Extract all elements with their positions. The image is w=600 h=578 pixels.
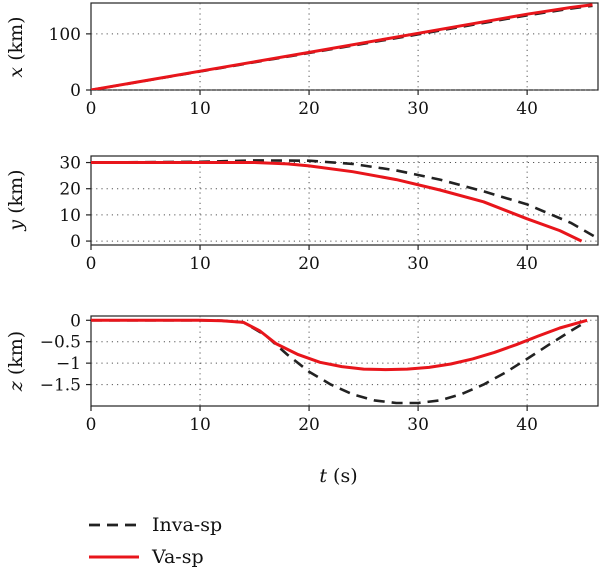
- x-plot-frame: [90, 2, 599, 91]
- z-xtick-label: 10: [189, 415, 211, 435]
- z-ytick-label: 0: [70, 311, 81, 331]
- legend-label-inva-sp: Inva-sp: [152, 514, 222, 536]
- y-xtick-label: 20: [298, 254, 320, 274]
- z-xtick-label: 40: [516, 415, 538, 435]
- x-xtick-label: 0: [86, 99, 97, 119]
- x-ytick-label: 0: [70, 81, 81, 101]
- y-series-inva-sp: [91, 159, 598, 240]
- z-ytick-label: −1: [56, 354, 81, 374]
- z-ytick-label: −0.5: [40, 333, 81, 353]
- x-panel: 0 10 20 30 40 0 100 x (km): [5, 2, 599, 119]
- y-axis-label: y (km): [5, 169, 27, 231]
- z-axis-label: z (km): [5, 331, 27, 392]
- y-xtick-label: 30: [407, 254, 429, 274]
- y-plot-frame: [90, 155, 599, 246]
- y-ytick-label: 20: [59, 180, 81, 200]
- t-axis-label: t (s): [319, 465, 357, 487]
- z-plot-frame: [90, 315, 599, 407]
- y-xtick-label: 0: [86, 254, 97, 274]
- y-series-va-sp: [91, 161, 583, 243]
- z-series-va-sp: [91, 318, 588, 372]
- y-ytick-label: 30: [59, 154, 81, 174]
- x-series-va-sp: [91, 3, 593, 90]
- y-xtick-label: 10: [189, 254, 211, 274]
- legend: Inva-sp Va-sp: [89, 514, 222, 568]
- x-ytick-label: 100: [49, 25, 81, 45]
- y-ytick-label: 10: [59, 206, 81, 226]
- z-series-inva-sp: [91, 318, 588, 405]
- z-panel: 0 10 20 30 400−0.5−1−1.5z (km)t (s): [5, 311, 599, 487]
- y-panel: 0 10 20 30 40 0 10 20 30 y (km): [5, 154, 599, 274]
- x-xtick-label: 40: [516, 99, 538, 119]
- x-xtick-label: 30: [407, 99, 429, 119]
- z-xtick-label: 30: [407, 415, 429, 435]
- legend-label-va-sp: Va-sp: [151, 546, 204, 568]
- z-xtick-label: 0: [86, 415, 97, 435]
- x-xtick-label: 10: [189, 99, 211, 119]
- x-xtick-label: 20: [298, 99, 320, 119]
- y-ytick-label: 0: [70, 232, 81, 252]
- y-xtick-label: 40: [516, 254, 538, 274]
- z-xtick-label: 20: [298, 415, 320, 435]
- x-axis-label: x (km): [5, 16, 27, 77]
- z-ytick-label: −1.5: [40, 376, 81, 396]
